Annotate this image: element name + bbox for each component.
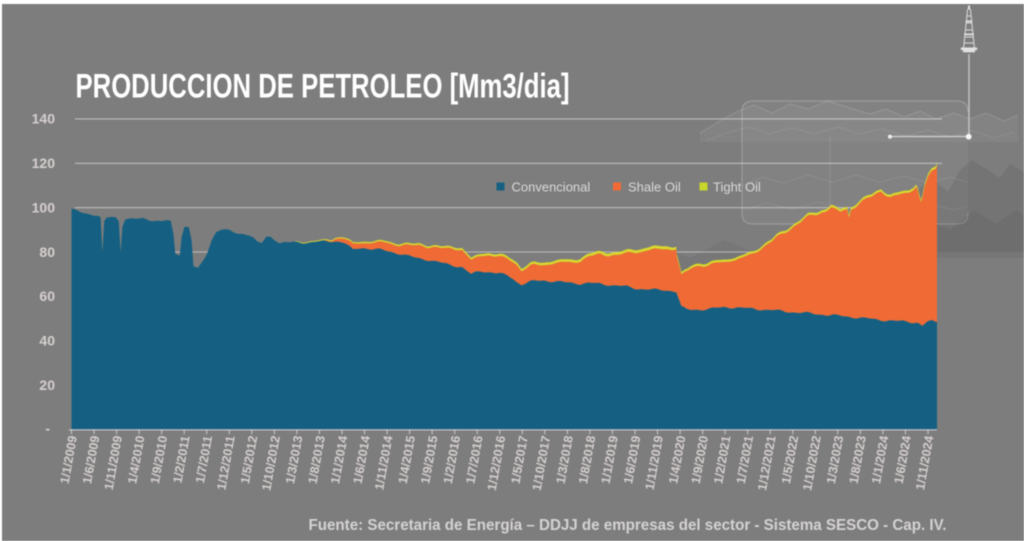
svg-text:120: 120 [32, 155, 56, 171]
svg-text:PRODUCCION DE PETROLEO [Mm3/di: PRODUCCION DE PETROLEO [Mm3/dia] [76, 68, 570, 106]
svg-text:20: 20 [39, 377, 55, 393]
svg-text:100: 100 [32, 200, 56, 216]
svg-text:140: 140 [32, 111, 56, 127]
svg-text:60: 60 [39, 288, 55, 304]
svg-text:Convencional: Convencional [512, 180, 591, 195]
svg-text:Shale Oil: Shale Oil [628, 180, 681, 195]
svg-text:Tight Oil: Tight Oil [713, 180, 761, 195]
svg-text:80: 80 [39, 244, 55, 260]
svg-text:-: - [45, 421, 50, 437]
svg-text:40: 40 [39, 333, 55, 349]
svg-text:Fuente: Secretaria de Energía: Fuente: Secretaria de Energía – DDJJ de … [309, 517, 947, 534]
